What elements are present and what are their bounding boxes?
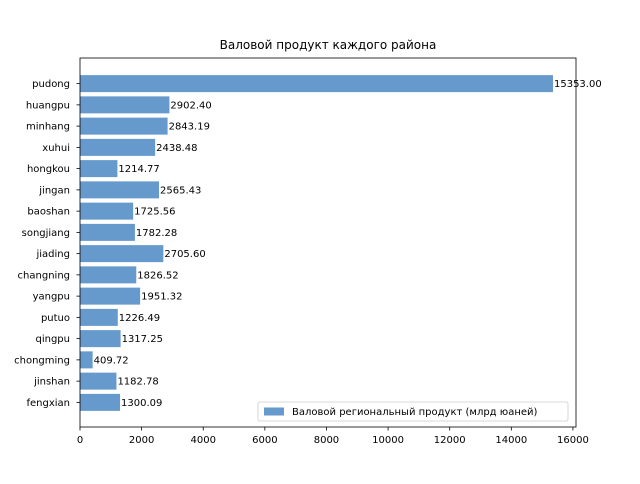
legend-box: [257, 401, 569, 422]
bar-xuhui: [80, 138, 156, 156]
bar-jiading: [80, 245, 164, 263]
data-label-yangpu: 1951.32: [141, 292, 182, 303]
y-tick-label-minhang: minhang: [26, 122, 70, 133]
legend: Валовой региональный продукт (млрд юаней…: [257, 401, 569, 422]
plot-frame: [79, 57, 577, 428]
bar-putuo: [80, 308, 118, 326]
x-tick-label-2000: 2000: [129, 435, 154, 446]
data-label-qingpu: 1317.25: [122, 334, 163, 345]
bar-jingan: [80, 181, 160, 199]
bar-chongming: [80, 351, 93, 369]
y-tick-label-pudong: pudong: [32, 79, 70, 90]
legend-swatch: [264, 407, 284, 416]
y-tick-label-jingan: jingan: [38, 185, 70, 196]
x-tick-label-4000: 4000: [191, 435, 216, 446]
chart-title: Валовой продукт каждого района: [220, 38, 437, 52]
x-tick-label-10000: 10000: [372, 435, 404, 446]
data-label-songjiang: 1782.28: [136, 228, 177, 239]
y-tick-label-hongkou: hongkou: [27, 164, 70, 175]
y-tick-label-putuo: putuo: [41, 313, 70, 324]
y-tick-label-changning: changning: [18, 270, 70, 281]
x-tick-label-12000: 12000: [434, 435, 466, 446]
data-label-chongming: 409.72: [94, 355, 129, 366]
y-tick-label-xuhui: xuhui: [42, 143, 70, 154]
bar-fengxian: [80, 393, 121, 411]
y-tick-label-songjiang: songjiang: [22, 228, 70, 239]
y-tick-label-jiading: jiading: [36, 249, 71, 260]
bar-hongkou: [80, 160, 118, 178]
bar-pudong: [80, 75, 553, 93]
y-tick-label-baoshan: baoshan: [27, 207, 70, 218]
data-label-changning: 1826.52: [137, 270, 178, 281]
y-tick-label-huangpu: huangpu: [26, 100, 70, 111]
x-tick-label-14000: 14000: [495, 435, 527, 446]
data-label-baoshan: 1725.56: [134, 207, 175, 218]
y-tick-label-qingpu: qingpu: [36, 334, 71, 345]
y-tick-label-jinshan: jinshan: [33, 377, 70, 388]
data-label-jingan: 2565.43: [160, 185, 201, 196]
data-label-xuhui: 2438.48: [156, 143, 197, 154]
data-label-minhang: 2843.19: [169, 122, 210, 133]
x-tick-label-0: 0: [77, 435, 83, 446]
bar-songjiang: [80, 223, 135, 241]
y-tick-label-yangpu: yangpu: [33, 292, 70, 303]
data-label-hongkou: 1214.77: [118, 164, 159, 175]
x-tick-label-16000: 16000: [557, 435, 589, 446]
data-label-fengxian: 1300.09: [121, 398, 162, 409]
x-tick-label-8000: 8000: [314, 435, 339, 446]
bar-minhang: [80, 117, 168, 135]
bar-huangpu: [80, 96, 170, 114]
y-tick-label-chongming: chongming: [14, 355, 70, 366]
legend-label: Валовой региональный продукт (млрд юаней…: [292, 407, 538, 418]
bar-jinshan: [80, 372, 117, 390]
bars-layer: 15353.00 2902.40 2843.19 2438.48 1214.772565…: [80, 75, 602, 411]
bar-changning: [80, 266, 137, 284]
data-label-huangpu: 2902.40: [170, 100, 211, 111]
y-tick-label-fengxian: fengxian: [26, 398, 70, 409]
bar-baoshan: [80, 202, 134, 220]
axes-layer: pudong huangpu minhang xuhui hongkou jingan ba…: [14, 57, 589, 446]
bar-qingpu: [80, 330, 121, 348]
bar-yangpu: [80, 287, 141, 305]
x-tick-label-6000: 6000: [252, 435, 277, 446]
data-label-pudong: 15353.00: [554, 79, 602, 90]
data-label-jinshan: 1182.78: [117, 377, 158, 388]
data-label-jiading: 2705.60: [164, 249, 205, 260]
data-label-putuo: 1226.49: [119, 313, 160, 324]
